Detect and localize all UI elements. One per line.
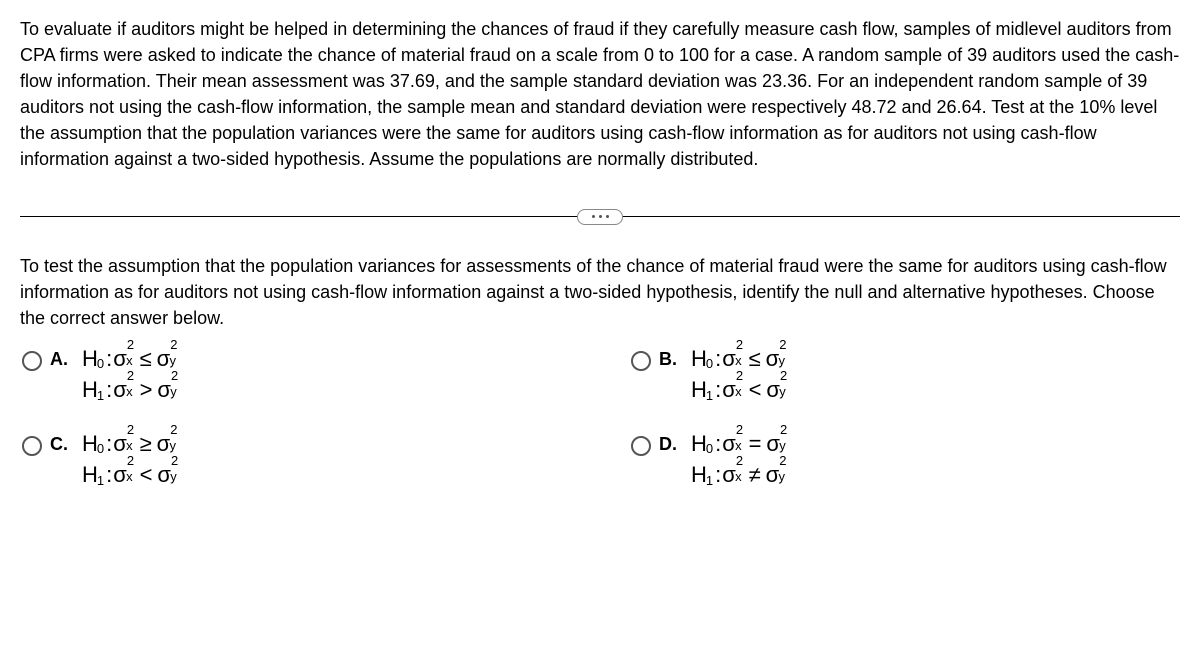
option-d-h1: H1: σ2x ≠ σ2y (691, 461, 789, 489)
option-c[interactable]: C. H0: σ2x ≥ σ2y H1: σ2x < σ2y (22, 430, 571, 489)
options-grid: A. H0: σ2x ≤ σ2y H1: σ2x > σ2y B. H0: σ2… (22, 345, 1180, 489)
option-c-hypotheses: H0: σ2x ≥ σ2y H1: σ2x < σ2y (82, 430, 180, 489)
option-a-hypotheses: H0: σ2x ≤ σ2y H1: σ2x > σ2y (82, 345, 180, 404)
radio-b[interactable] (631, 351, 651, 371)
question-prompt: To test the assumption that the populati… (20, 253, 1180, 331)
option-b-hypotheses: H0: σ2x ≤ σ2y H1: σ2x < σ2y (691, 345, 789, 404)
section-divider (20, 209, 1180, 225)
option-b-h1: H1: σ2x < σ2y (691, 376, 789, 404)
problem-statement: To evaluate if auditors might be helped … (20, 16, 1180, 173)
radio-a[interactable] (22, 351, 42, 371)
option-d-label: D. (659, 430, 677, 455)
option-d[interactable]: D. H0: σ2x = σ2y H1: σ2x ≠ σ2y (631, 430, 1180, 489)
option-c-h1: H1: σ2x < σ2y (82, 461, 180, 489)
option-c-label: C. (50, 430, 68, 455)
radio-c[interactable] (22, 436, 42, 456)
option-a-h1: H1: σ2x > σ2y (82, 376, 180, 404)
option-a[interactable]: A. H0: σ2x ≤ σ2y H1: σ2x > σ2y (22, 345, 571, 404)
option-b[interactable]: B. H0: σ2x ≤ σ2y H1: σ2x < σ2y (631, 345, 1180, 404)
divider-line-right (622, 216, 1180, 217)
expand-pill[interactable] (577, 209, 623, 225)
divider-line-left (20, 216, 578, 217)
option-b-label: B. (659, 345, 677, 370)
option-a-label: A. (50, 345, 68, 370)
option-d-hypotheses: H0: σ2x = σ2y H1: σ2x ≠ σ2y (691, 430, 789, 489)
radio-d[interactable] (631, 436, 651, 456)
